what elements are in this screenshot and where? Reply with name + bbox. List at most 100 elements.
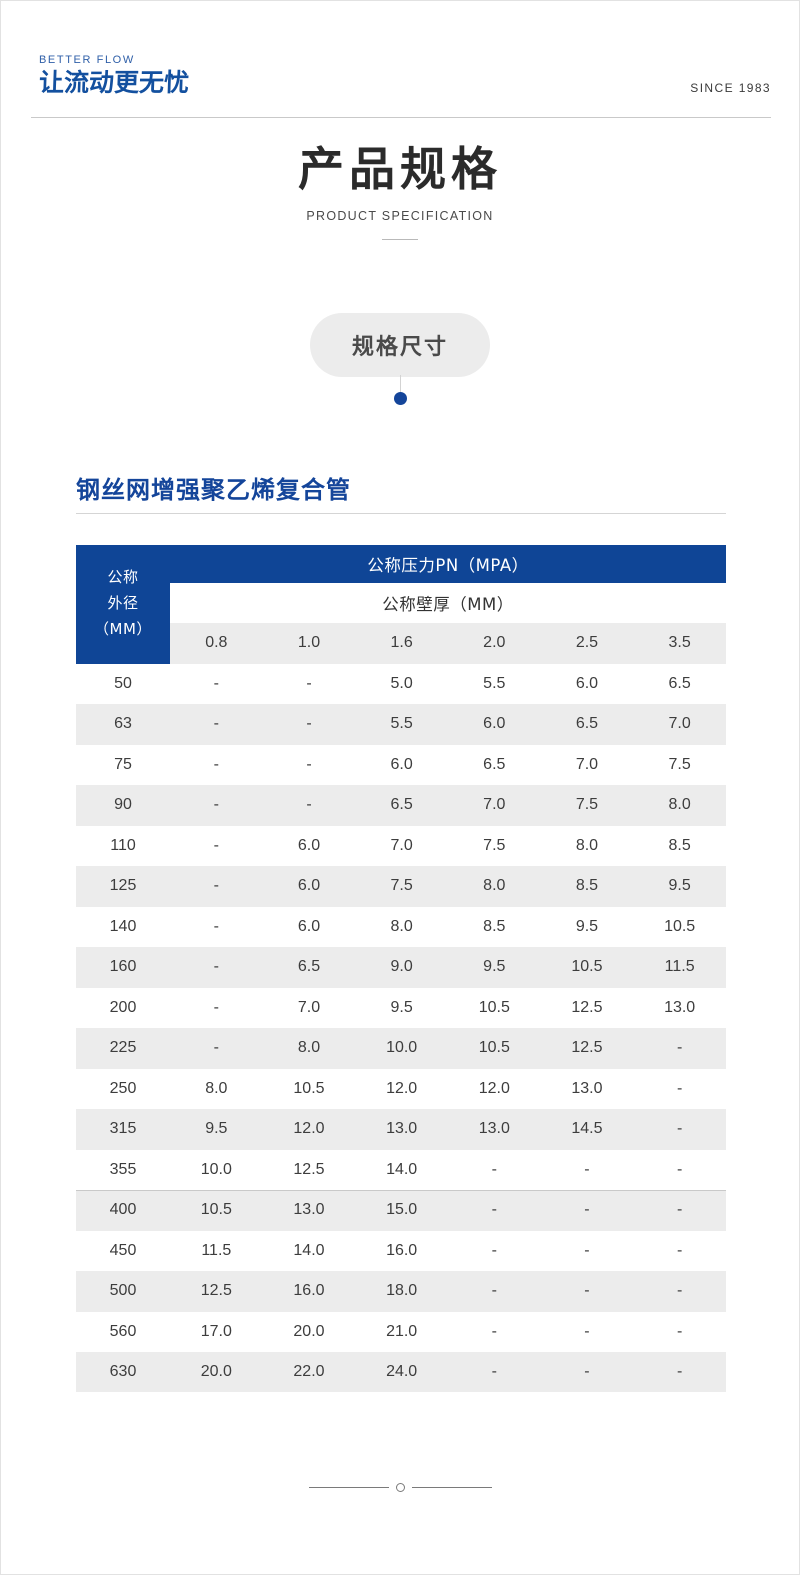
table-row: 250 8.0 10.5 12.0 12.0 13.0-: [76, 1068, 726, 1109]
cell-wall-thickness: -: [170, 906, 263, 947]
cell-wall-thickness: -: [633, 1311, 726, 1352]
brand-tagline-en: BETTER FLOW: [39, 54, 135, 66]
cell-wall-thickness: -: [447, 1311, 541, 1352]
cell-wall-thickness: -: [540, 1149, 634, 1190]
cell-wall-thickness: -: [447, 1189, 541, 1231]
table-row: 225-8.0 10.0 10.5 12.5-: [76, 1028, 726, 1069]
section-badge: 规格尺寸: [309, 313, 490, 377]
cell-wall-thickness: 6.0: [262, 866, 356, 907]
cell-wall-thickness: 9.5: [540, 906, 634, 947]
table-row: 450 11.5 14.0 16.0- - -: [76, 1230, 726, 1271]
cell-wall-thickness: 13.0: [447, 1109, 541, 1150]
cell-wall-thickness: 7.5: [447, 825, 541, 866]
cell-wall-thickness: 9.5: [633, 866, 726, 907]
header-cell-pressure-0: 0.8: [170, 623, 263, 664]
header-cell-outer-diameter: 公称 外径 （MM）: [76, 545, 170, 664]
cell-wall-thickness: 12.5: [540, 1028, 634, 1069]
cell-wall-thickness: 8.5: [540, 866, 634, 907]
cell-wall-thickness: -: [633, 1271, 726, 1312]
cell-wall-thickness: 21.0: [355, 1311, 448, 1352]
cell-wall-thickness: 14.0: [355, 1149, 448, 1190]
cell-wall-thickness: 16.0: [262, 1271, 356, 1312]
header-cell-pressure-1: 1.0: [262, 623, 356, 664]
ornament-line-left: [308, 1487, 389, 1488]
table-body: 50- -5.0 5.5 6.0 6.5 63- -5.5 6.0 6.5 7.0 75- -6.0 6…: [76, 663, 726, 1392]
cell-wall-thickness: 22.0: [262, 1352, 356, 1392]
cell-wall-thickness: -: [262, 744, 356, 785]
cell-wall-thickness: 20.0: [170, 1352, 263, 1392]
table-row: 50- -5.0 5.5 6.0 6.5: [76, 663, 726, 704]
product-heading-block: 钢丝网增强聚乙烯复合管: [76, 473, 726, 514]
cell-wall-thickness: 7.0: [262, 987, 356, 1028]
table-row: 355 10.0 12.5 14.0- - -: [76, 1149, 726, 1190]
footer-ornament: [1, 1483, 799, 1492]
cell-wall-thickness: -: [633, 1028, 726, 1069]
cell-wall-thickness: 7.5: [355, 866, 448, 907]
cell-wall-thickness: -: [262, 785, 356, 826]
od-line-1: 公称: [107, 568, 139, 586]
cell-wall-thickness: 12.0: [262, 1109, 356, 1150]
cell-wall-thickness: 6.5: [633, 663, 726, 704]
cell-wall-thickness: 7.0: [633, 704, 726, 745]
cell-outer-diameter: 225: [76, 1028, 170, 1069]
cell-wall-thickness: 8.0: [355, 906, 448, 947]
cell-wall-thickness: 13.0: [355, 1109, 448, 1150]
cell-outer-diameter: 250: [76, 1068, 170, 1109]
ornament-line-right: [411, 1487, 492, 1488]
header-cell-pressure-3: 2.0: [447, 623, 541, 664]
header-cell-nominal-pressure: 公称压力PN（MPA）: [170, 545, 726, 583]
cell-outer-diameter: 450: [76, 1230, 170, 1271]
cell-wall-thickness: 10.0: [170, 1149, 263, 1190]
header-cell-pressure-5: 3.5: [633, 623, 726, 664]
table-row: 160-6.5 9.0 9.5 10.5 11.5: [76, 947, 726, 988]
section-badge-wrap: 规格尺寸: [1, 313, 799, 377]
specification-table: 公称 外径 （MM） 公称压力PN（MPA） 公称壁厚（MM） 0.8 1.0 …: [76, 545, 726, 1392]
cell-wall-thickness: -: [447, 1149, 541, 1190]
cell-wall-thickness: -: [170, 866, 263, 907]
cell-outer-diameter: 400: [76, 1189, 170, 1231]
brand-tagline-cn: 让流动更无忧: [38, 68, 190, 97]
cell-wall-thickness: -: [633, 1230, 726, 1271]
cell-wall-thickness: 10.5: [262, 1068, 356, 1109]
table-row: 90- -6.5 7.0 7.5 8.0: [76, 785, 726, 826]
cell-wall-thickness: 8.5: [633, 825, 726, 866]
cell-wall-thickness: -: [262, 663, 356, 704]
product-heading-rule: [76, 513, 726, 514]
header-cell-wall-thickness: 公称壁厚（MM）: [170, 583, 726, 623]
cell-wall-thickness: 6.0: [540, 663, 634, 704]
cell-wall-thickness: 9.0: [355, 947, 448, 988]
cell-wall-thickness: -: [447, 1230, 541, 1271]
cell-wall-thickness: 12.0: [355, 1068, 448, 1109]
cell-outer-diameter: 140: [76, 906, 170, 947]
cell-wall-thickness: 8.0: [262, 1028, 356, 1069]
od-line-2: 外径: [107, 594, 139, 612]
cell-wall-thickness: -: [170, 947, 263, 988]
cell-wall-thickness: -: [447, 1352, 541, 1392]
table-row: 110-6.0 7.0 7.5 8.0 8.5: [76, 825, 726, 866]
title-underline-dash: [382, 239, 418, 240]
cell-wall-thickness: -: [633, 1109, 726, 1150]
cell-wall-thickness: 11.5: [633, 947, 726, 988]
cell-wall-thickness: 12.5: [540, 987, 634, 1028]
cell-wall-thickness: -: [633, 1068, 726, 1109]
cell-outer-diameter: 110: [76, 825, 170, 866]
cell-outer-diameter: 63: [76, 704, 170, 745]
cell-wall-thickness: 6.0: [355, 744, 448, 785]
cell-wall-thickness: -: [540, 1189, 634, 1231]
cell-wall-thickness: -: [633, 1149, 726, 1190]
cell-wall-thickness: 6.5: [355, 785, 448, 826]
page-title-block: 产品规格 PRODUCT SPECIFICATION: [1, 141, 799, 240]
product-name: 钢丝网增强聚乙烯复合管: [76, 476, 351, 504]
cell-wall-thickness: 13.0: [633, 987, 726, 1028]
cell-wall-thickness: 7.5: [540, 785, 634, 826]
cell-wall-thickness: 8.0: [540, 825, 634, 866]
cell-wall-thickness: 10.5: [447, 987, 541, 1028]
cell-wall-thickness: -: [633, 1352, 726, 1392]
since-label: SINCE 1983: [690, 81, 771, 95]
badge-connector-line: [400, 375, 401, 397]
table-row: 75- -6.0 6.5 7.0 7.5: [76, 744, 726, 785]
cell-wall-thickness: 14.5: [540, 1109, 634, 1150]
cell-wall-thickness: 10.5: [170, 1189, 263, 1231]
cell-wall-thickness: -: [447, 1271, 541, 1312]
cell-outer-diameter: 355: [76, 1149, 170, 1190]
